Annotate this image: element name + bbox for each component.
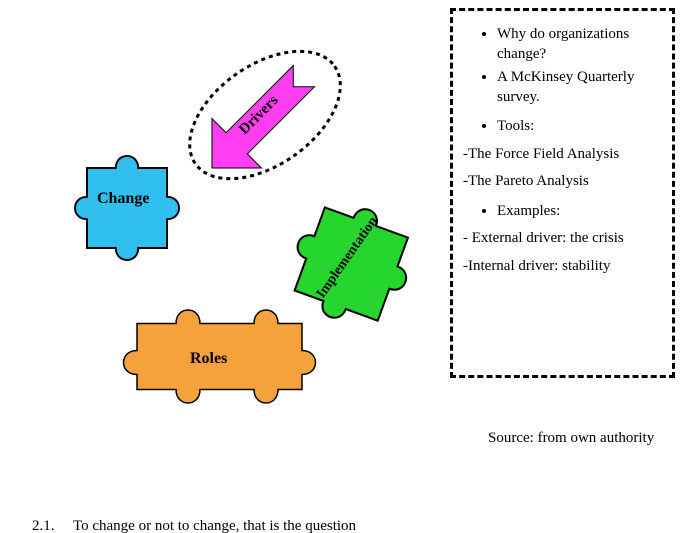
callout-line: -Internal driver: stability	[463, 257, 662, 277]
callout-box: Why do organizations change? A McKinsey …	[450, 8, 675, 378]
puzzle-roles-label: Roles	[190, 350, 227, 368]
callout-line: - External driver: the crisis	[463, 229, 662, 249]
callout-bullets-mid: Tools:	[463, 117, 662, 137]
puzzle-change-label: Change	[97, 190, 149, 208]
section-num: 2.1.	[32, 518, 55, 533]
callout-bullets-examples: Examples:	[463, 202, 662, 222]
callout-item: Examples:	[497, 202, 662, 222]
diagram-stage: Change Roles Implementation Drivers Why …	[0, 0, 696, 533]
callout-item: A McKinsey Quarterly survey.	[497, 68, 662, 107]
callout-bullets-top: Why do organizations change? A McKinsey …	[463, 25, 662, 107]
callout-item: Why do organizations change?	[497, 25, 662, 64]
section-title: To change or not to change, that is the …	[73, 518, 356, 533]
callout-line: -The Pareto Analysis	[463, 172, 662, 192]
source-text: Source: from own authority	[488, 430, 654, 447]
section-heading: 2.1. To change or not to change, that is…	[32, 518, 356, 533]
callout-item: Tools:	[497, 117, 662, 137]
puzzle-area: Change Roles Implementation Drivers	[0, 0, 440, 440]
callout-line: -The Force Field Analysis	[463, 145, 662, 165]
puzzle-implementation	[275, 175, 445, 345]
